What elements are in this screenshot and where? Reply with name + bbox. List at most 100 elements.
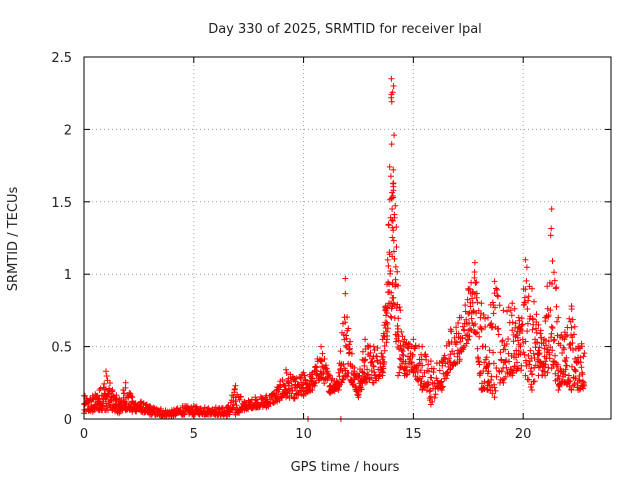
data-point (488, 324, 495, 331)
data-point (342, 275, 349, 282)
data-point (325, 371, 332, 378)
data-point (525, 297, 532, 304)
data-point (455, 320, 462, 326)
data-point (471, 274, 478, 281)
data-point (536, 344, 543, 351)
data-point (502, 373, 509, 380)
data-point (555, 372, 562, 379)
data-point (541, 364, 548, 371)
data-point (391, 248, 397, 255)
data-point (523, 264, 530, 271)
data-point (529, 371, 536, 378)
data-point (579, 378, 586, 385)
data-point (541, 345, 548, 352)
data-point (453, 324, 460, 331)
data-point (116, 410, 123, 417)
data-point (550, 337, 557, 344)
data-point (417, 382, 424, 388)
data-point (223, 404, 230, 411)
data-point (506, 358, 513, 365)
data-point (394, 268, 401, 275)
data-point (500, 379, 507, 386)
data-point (486, 347, 493, 354)
plot-frame (83, 56, 612, 420)
data-point (558, 331, 565, 338)
data-point (396, 355, 403, 362)
data-point (368, 359, 375, 366)
data-point (398, 328, 405, 335)
data-point (533, 311, 540, 318)
data-point (430, 365, 437, 372)
data-point (468, 315, 475, 322)
data-point (548, 365, 555, 372)
data-point (514, 359, 520, 366)
data-point (438, 387, 445, 393)
data-point (572, 375, 579, 382)
data-point (384, 325, 391, 332)
data-point (464, 296, 471, 303)
data-point (467, 303, 474, 310)
data-point (370, 343, 377, 350)
data-point (494, 286, 500, 293)
data-point (179, 403, 186, 409)
data-point (572, 368, 579, 375)
data-point (425, 381, 432, 388)
data-point (436, 367, 443, 374)
data-point (107, 380, 113, 386)
data-point (471, 269, 478, 275)
data-point (462, 332, 469, 339)
data-point (351, 364, 358, 371)
data-point (346, 341, 353, 348)
data-point (309, 387, 316, 393)
data-point (232, 382, 239, 389)
data-point (478, 387, 485, 393)
data-point (476, 361, 483, 368)
data-point (426, 388, 433, 395)
data-point (515, 347, 522, 354)
y-tick-label: 2 (64, 123, 72, 138)
data-point (453, 339, 460, 346)
data-point (570, 347, 576, 353)
data-point (340, 361, 347, 368)
data-point (361, 362, 368, 369)
y-tick-label: 1 (64, 268, 72, 283)
data-point (311, 379, 318, 385)
data-point (96, 387, 103, 393)
data-point (555, 314, 562, 321)
data-point (562, 371, 569, 378)
data-point (318, 375, 325, 382)
data-point (531, 355, 538, 361)
data-point (413, 365, 420, 372)
data-point (545, 312, 552, 319)
data-point (561, 346, 568, 353)
data-point (428, 374, 435, 381)
data-point (511, 305, 518, 312)
x-tick-label: 0 (80, 427, 88, 442)
data-point (544, 305, 551, 312)
data-point (122, 379, 129, 386)
data-point (223, 413, 230, 420)
data-point (495, 293, 501, 300)
data-point (447, 365, 454, 372)
data-point (355, 394, 362, 401)
data-point (285, 385, 292, 392)
data-point (581, 382, 588, 389)
data-point (384, 281, 390, 288)
data-point (500, 307, 507, 314)
data-point (126, 389, 133, 396)
data-point (346, 345, 353, 352)
data-point (355, 372, 362, 379)
data-point (525, 376, 532, 383)
data-point (369, 358, 376, 365)
data-point (395, 372, 401, 379)
data-point (478, 300, 485, 307)
data-point (318, 358, 325, 365)
data-point (483, 354, 490, 361)
data-point (419, 343, 426, 350)
data-point (554, 361, 561, 368)
data-point (109, 387, 116, 393)
data-point (129, 394, 136, 401)
data-point (390, 294, 397, 301)
data-point (321, 356, 328, 362)
